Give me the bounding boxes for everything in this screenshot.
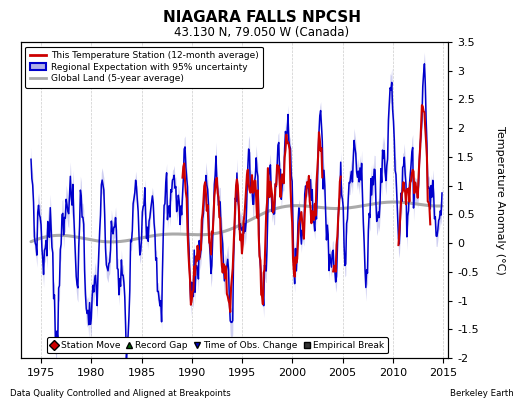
Text: Berkeley Earth: Berkeley Earth: [450, 389, 514, 398]
Text: NIAGARA FALLS NPCSH: NIAGARA FALLS NPCSH: [163, 10, 361, 25]
Text: Data Quality Controlled and Aligned at Breakpoints: Data Quality Controlled and Aligned at B…: [10, 389, 231, 398]
Y-axis label: Temperature Anomaly (°C): Temperature Anomaly (°C): [495, 126, 505, 274]
Text: 43.130 N, 79.050 W (Canada): 43.130 N, 79.050 W (Canada): [174, 26, 350, 39]
Legend: Station Move, Record Gap, Time of Obs. Change, Empirical Break: Station Move, Record Gap, Time of Obs. C…: [47, 337, 388, 354]
